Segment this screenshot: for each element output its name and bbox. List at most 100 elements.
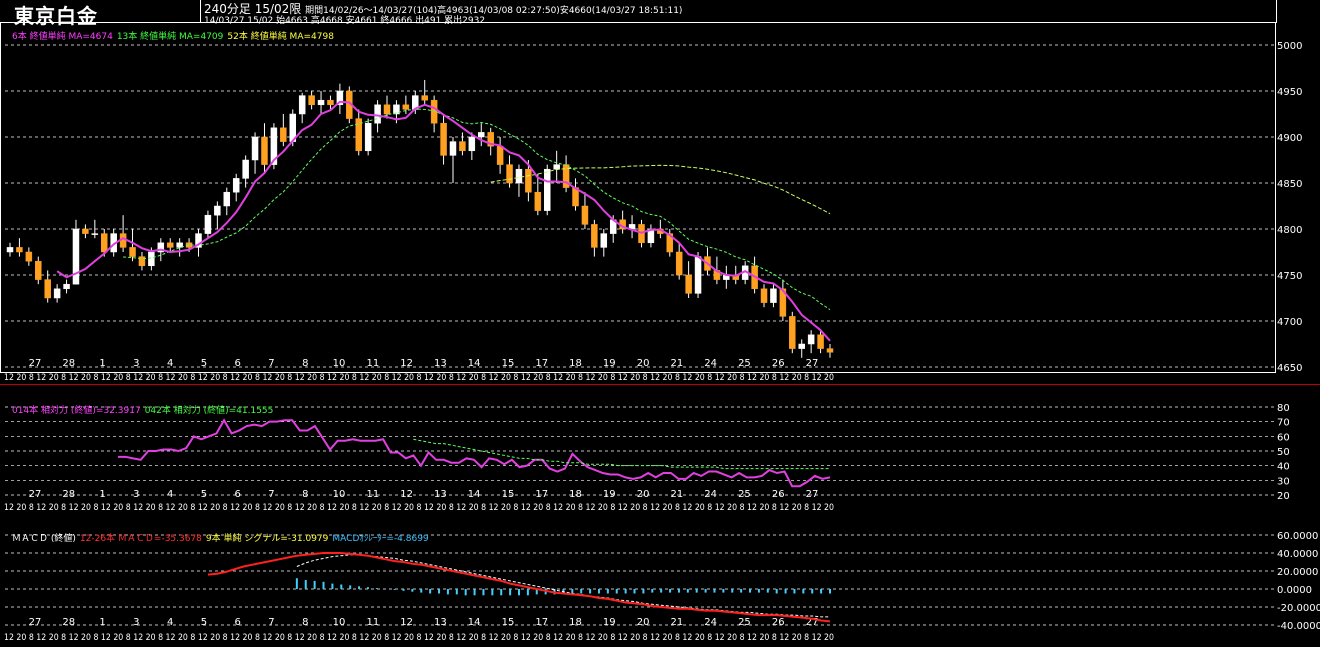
main-date-label: 17 [535,358,548,369]
ma-legend-item: 13本 終値単純 MA=4709 [116,32,224,42]
rsi-date-label: 27 [29,489,42,500]
candle-body [515,168,523,184]
rsi-date-label: 7 [268,489,274,500]
macd-y-tick-label: 20.0000 [1277,567,1318,578]
candle-body [166,242,174,248]
main-date-label: 26 [772,358,785,369]
candle-body [308,95,315,106]
ma6-line [56,100,831,342]
macd-signal-line [296,554,830,618]
main-date-label: 7 [268,358,274,369]
main-date-label: 1 [99,358,105,369]
candle-body [826,348,834,353]
candle-body [449,141,457,156]
main-date-label: 19 [603,358,616,369]
rsi-date-label: 14 [468,489,481,500]
candle-body [101,233,108,253]
rsi-y-tick-label: 50 [1277,447,1290,458]
candle-body [157,242,165,253]
rsi-date-label: 20 [637,489,650,500]
macd-date-label: 11 [366,617,379,628]
rsi-date-label: 5 [201,489,207,500]
main-panel-frame [0,22,1276,373]
rsi-legend-item: 042本 相対力 (終値)=41.1555 [144,406,274,416]
candle-body [280,127,287,142]
macd-date-label: 21 [671,617,684,628]
main-date-label: 8 [302,358,308,369]
macd-date-label: 3 [133,617,139,628]
candle-body [562,164,570,188]
main-date-label: 6 [235,358,241,369]
main-date-label: 25 [738,358,751,369]
candle-body [91,233,99,235]
candle-body [223,191,231,207]
rsi-date-label: 8 [302,489,308,500]
main-date-label: 4 [167,358,173,369]
rsi-date-label: 13 [434,489,447,500]
macd-date-label: 5 [201,617,207,628]
candle-body [129,247,136,257]
candle-body [496,145,504,165]
candle-body [176,242,183,248]
candle-body [327,99,334,106]
candle-body [421,95,428,101]
macd-line [207,552,831,623]
rsi-date-label: 3 [133,489,139,500]
candle-body [506,164,513,184]
candle-body [82,228,89,234]
candle-body [35,260,42,280]
candle-body [807,334,815,345]
rsi-date-label: 19 [603,489,616,500]
rsi-y-tick-label: 40 [1277,462,1290,473]
rsi-date-label: 28 [62,489,75,500]
macd-date-label: 1 [99,617,105,628]
macd-date-label: 6 [235,617,241,628]
rsi-date-label: 24 [704,489,717,500]
candle-body [553,164,560,170]
main-y-tick-label: 4750 [1277,271,1302,282]
macd-hour-labels: 12 20 8 12 20 8 12 20 8 12 20 8 12 20 8 … [4,633,834,643]
macd-date-label: 18 [569,617,582,628]
rsi-y-tick-label: 70 [1277,418,1290,429]
rsi-date-label: 6 [235,489,241,500]
candle-body [817,334,824,349]
candle-body [44,279,51,299]
candle-body [543,168,551,211]
candle-body [16,247,23,253]
candle-body [468,136,476,152]
main-date-label: 11 [366,358,379,369]
candle-body [393,104,400,115]
timeframe-label: 240分足 15/02限 [204,2,302,16]
candle-body [760,288,768,303]
rsi-hour-labels: 12 20 8 12 20 8 12 20 8 12 20 8 12 20 8 … [4,503,834,513]
main-date-label: 13 [434,358,447,369]
candle-body [478,132,485,138]
rsi-y-tick-label: 80 [1277,403,1290,414]
candle-body [298,95,306,115]
macd-date-label: 27 [29,617,42,628]
ma52-line [490,164,831,215]
rsi-date-label: 17 [535,489,548,500]
main-date-label: 24 [704,358,717,369]
candle-body [364,122,372,152]
candle-body [232,178,240,193]
candle-body [63,283,70,290]
macd-date-label: 13 [434,617,447,628]
macd-y-tick-label: 40.0000 [1277,549,1318,560]
main-date-label: 28 [62,358,75,369]
macd-date-label: 7 [268,617,274,628]
header-box [200,0,1277,23]
candle-body [72,228,80,285]
candle-body [261,136,268,165]
header-summary: 240分足 15/02限 期間14/02/26～14/03/27(104)高49… [204,0,682,17]
ma-legend-item: 6本 終値単純 MA=4674 [12,32,113,42]
instrument-title: 東京白金 [14,4,98,28]
macd-date-label: 8 [302,617,308,628]
rsi-date-label: 26 [772,489,785,500]
main-date-label: 14 [468,358,481,369]
rsi-y-tick-label: 30 [1277,476,1290,487]
candle-body [666,233,674,253]
main-date-label: 20 [637,358,650,369]
ma13-line [123,108,831,311]
